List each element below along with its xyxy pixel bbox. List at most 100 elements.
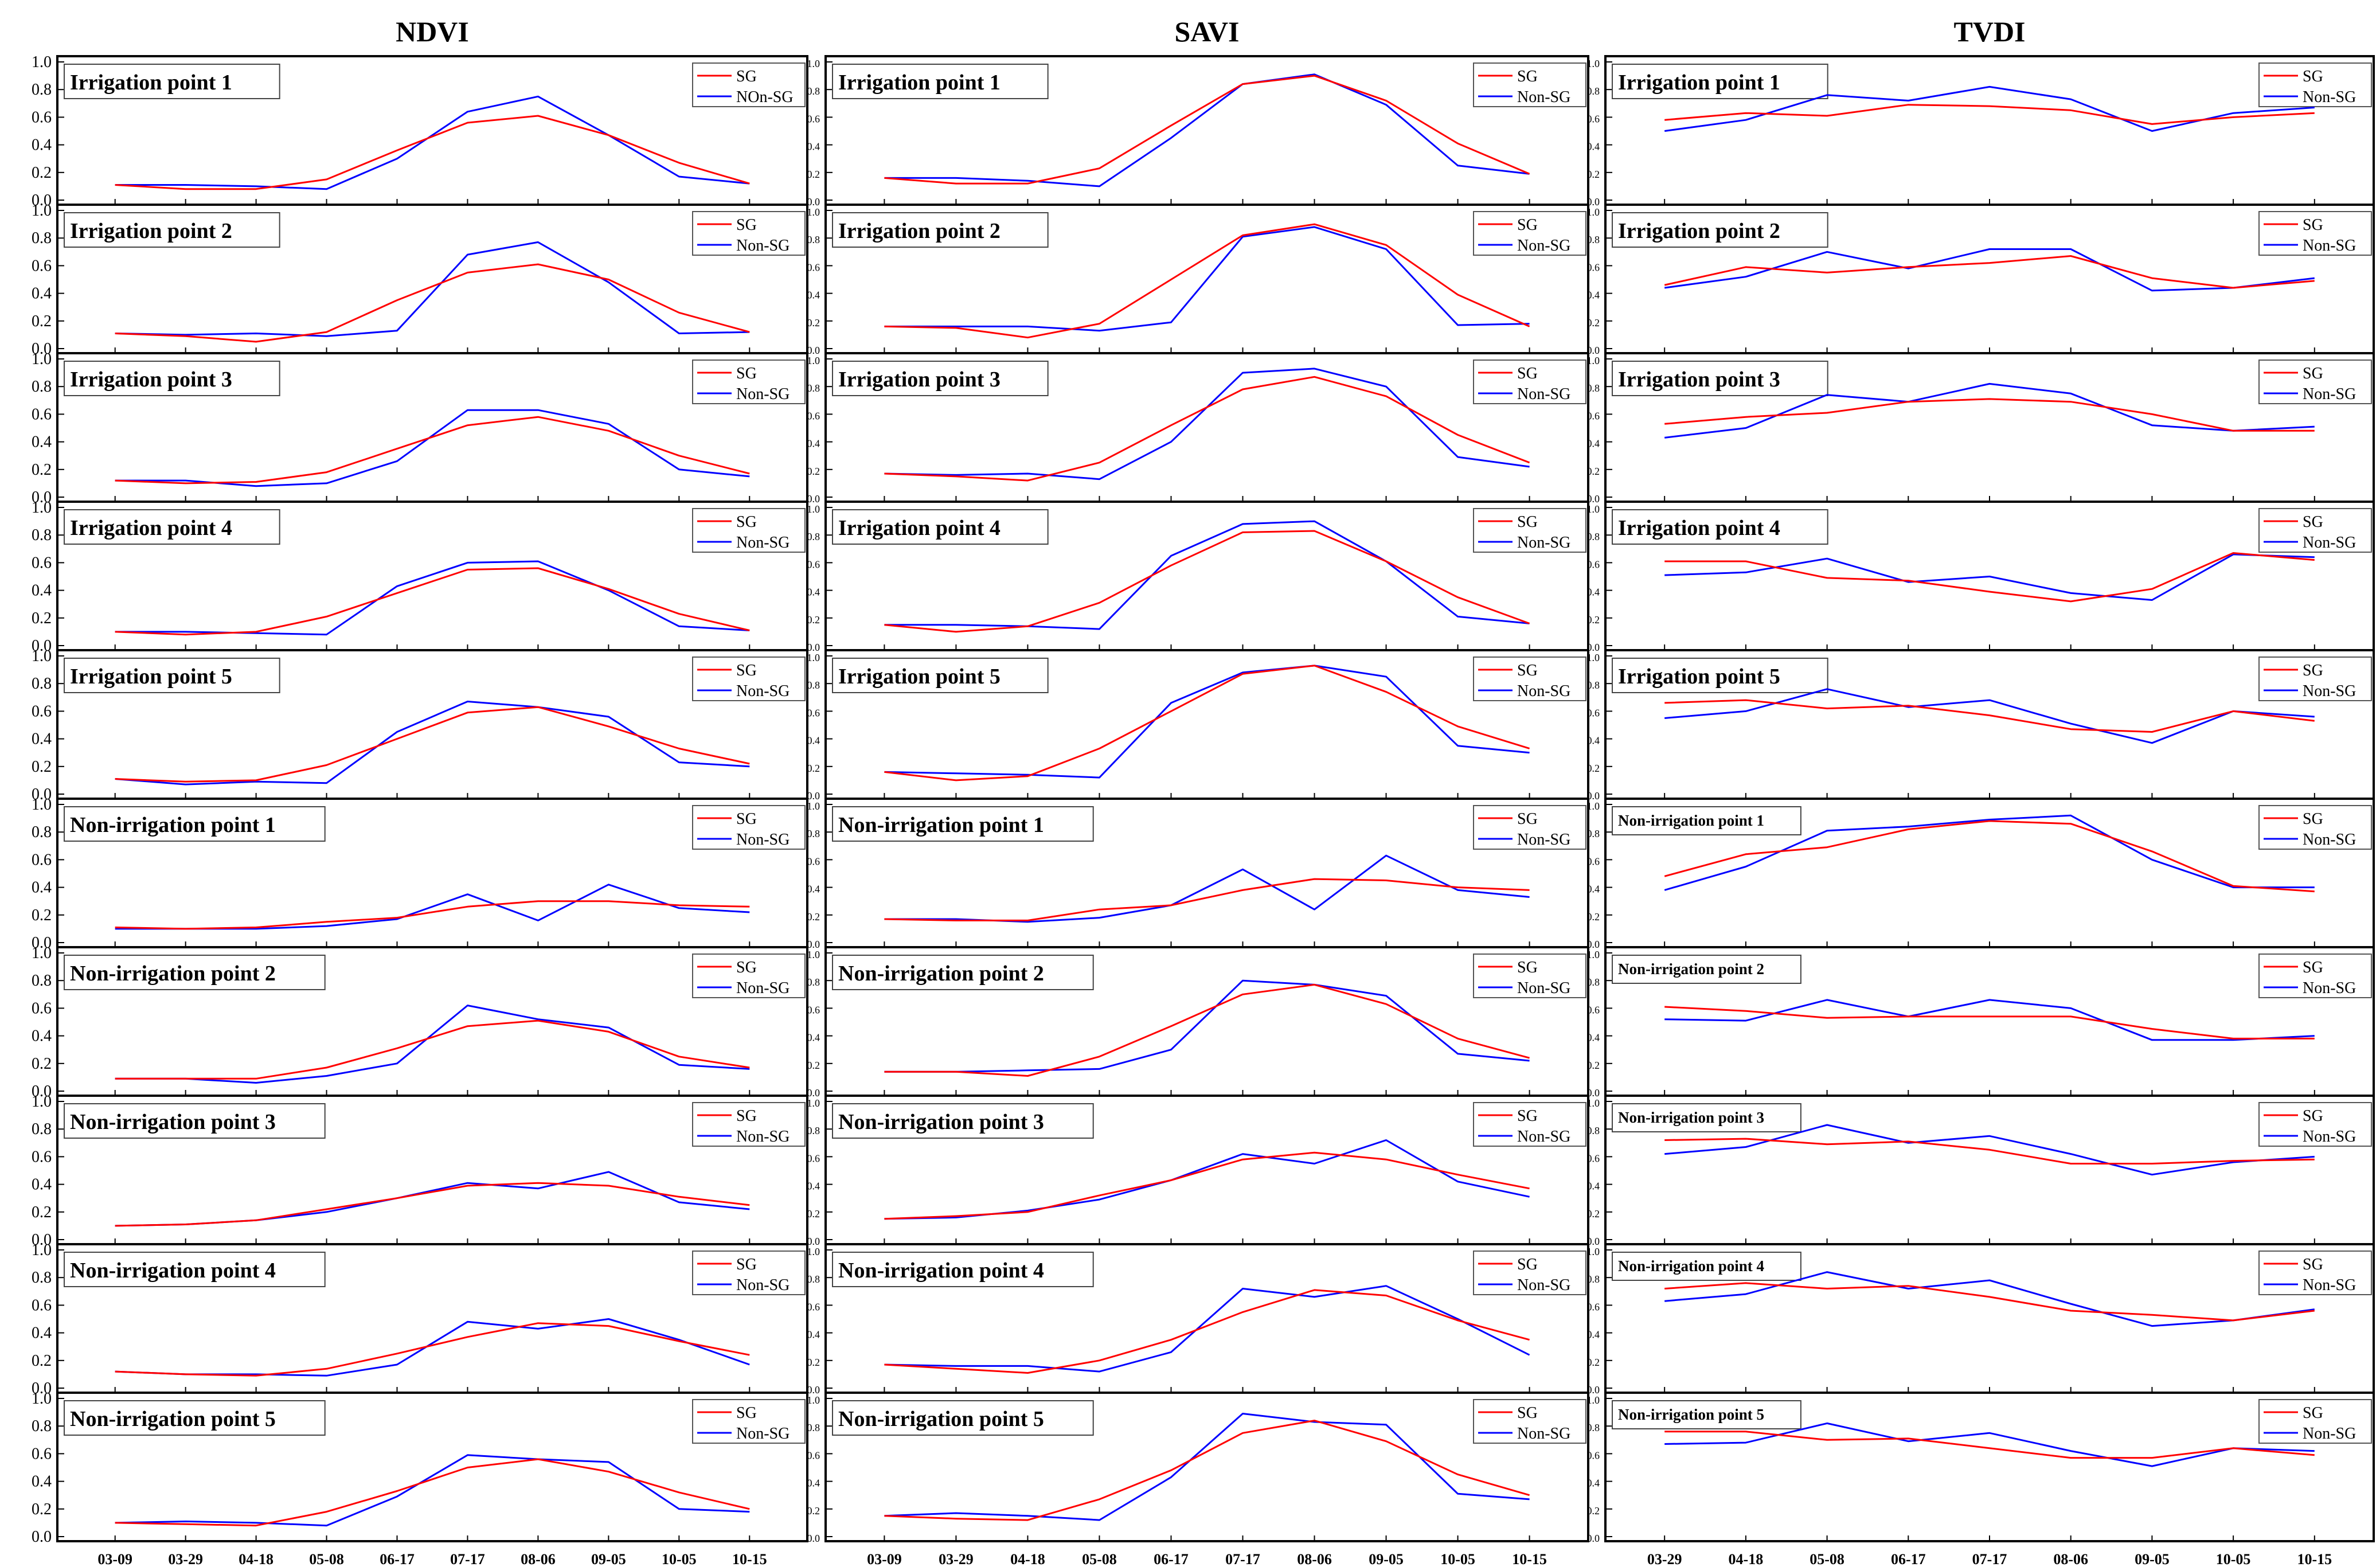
- panel-label-box: [832, 1252, 1094, 1287]
- y-tick-label: 1.0: [1587, 652, 1600, 663]
- y-tick-label: 0.4: [32, 1176, 52, 1194]
- series-line-sg: [884, 223, 1530, 339]
- panel-irrigation-point-3: 0.0 0.2 0.4 0.6 0.8 1.0 Irrigation point 3 SG No…: [807, 352, 1589, 505]
- panel-irrigation-point-5: 0.0 0.2 0.4 0.6 0.8 1.0 Irrigation point 5 SG No…: [807, 649, 1589, 802]
- y-tick-label: 1.0: [32, 1093, 52, 1111]
- legend-label: Non-SG: [1517, 979, 1570, 997]
- x-tick-label: 06-17: [380, 1551, 415, 1567]
- series-line-non-sg: [884, 226, 1530, 332]
- y-tick-label: 0.4: [807, 438, 820, 450]
- y-tick-label: 0.6: [807, 261, 820, 273]
- panel-label: Irrigation point 2: [838, 219, 1001, 243]
- legend-box: [2258, 657, 2372, 701]
- panel-label: Non-irrigation point 4: [70, 1259, 276, 1283]
- series-line-non-sg: [1664, 382, 2315, 439]
- y-tick-label: 0.4: [807, 1032, 820, 1044]
- panel-label: Irrigation point 2: [1618, 219, 1780, 243]
- panel-non-irrigation-point-3: 0.0 0.2 0.4 0.6 0.8 1.0 Non-irrigation point 3…: [1587, 1095, 2375, 1247]
- y-tick-label: 0.4: [1587, 1478, 1600, 1489]
- panel-label-box: [832, 509, 1049, 545]
- y-tick-label: 0.8: [1587, 828, 1600, 839]
- series-line-sg: [115, 1322, 750, 1377]
- y-tick-label: 1.0: [1587, 800, 1600, 812]
- series-line-sg: [115, 1182, 750, 1227]
- panel-label: Irrigation point 3: [838, 368, 1001, 392]
- legend-label: SG: [2303, 513, 2323, 531]
- legend-label: SG: [2303, 810, 2323, 828]
- y-tick-label: 0.2: [1587, 1357, 1600, 1368]
- y-tick-label: 0.6: [32, 1148, 52, 1166]
- x-tick-label: 03-09: [867, 1551, 902, 1567]
- y-tick-label: 0.8: [807, 1422, 820, 1433]
- legend-label: Non-SG: [1517, 237, 1570, 255]
- y-tick-label: 1.0: [32, 202, 52, 220]
- panel-label-box: [832, 806, 1094, 842]
- legend-box: [1473, 805, 1586, 850]
- y-tick-label: 0.0: [32, 192, 52, 209]
- y-tick-label: 0.0: [807, 493, 820, 505]
- panel-non-irrigation-point-1: 0.0 0.2 0.4 0.6 0.8 1.0 Non-irrigation point 1…: [1587, 798, 2375, 950]
- y-tick-label: 0.2: [32, 1055, 52, 1073]
- legend-box: [1473, 1399, 1586, 1444]
- legend-label: SG: [1517, 810, 1538, 828]
- series-line-non-sg: [1664, 688, 2315, 744]
- y-tick-label: 0.4: [32, 136, 52, 154]
- series-line-non-sg: [884, 854, 1530, 923]
- series-line-sg: [884, 530, 1530, 633]
- y-tick-label: 0.2: [807, 317, 820, 329]
- y-tick-label: 0.6: [32, 702, 52, 720]
- series-line-non-sg: [115, 241, 750, 337]
- y-tick-label: 1.0: [1587, 206, 1600, 218]
- y-tick-label: 0.4: [1587, 1329, 1600, 1341]
- series-line-sg: [1664, 820, 2315, 893]
- series-line-sg: [1664, 104, 2315, 125]
- legend-box: [2258, 954, 2372, 998]
- y-tick-label: 1.0: [32, 1390, 52, 1408]
- y-tick-label: 0.8: [807, 1273, 820, 1285]
- y-tick-label: 0.0: [1587, 790, 1600, 802]
- x-tick-label: 08-06: [1297, 1551, 1332, 1567]
- series-line-non-sg: [115, 701, 750, 786]
- legend-label: Non-SG: [2303, 88, 2356, 106]
- y-tick-label: 0.2: [807, 911, 820, 923]
- y-tick-label: 0.8: [32, 229, 52, 247]
- panel-irrigation-point-1: 0.0 0.2 0.4 0.6 0.8 1.0 Irrigation point 1 SG NO…: [32, 53, 808, 209]
- y-tick-label: 0.6: [1587, 410, 1600, 421]
- column-title: SAVI: [1174, 15, 1239, 48]
- y-tick-label: 1.0: [1587, 1246, 1600, 1257]
- legend-box: [1473, 508, 1586, 553]
- panel-irrigation-point-5: 0.0 0.2 0.4 0.6 0.8 1.0 Irrigation point 5 SG No…: [32, 647, 808, 803]
- legend-label: SG: [1517, 959, 1538, 976]
- series-line-sg: [1664, 1138, 2315, 1164]
- y-tick-label: 0.8: [32, 1417, 52, 1435]
- panel-label: Non-irrigation point 3: [70, 1110, 276, 1134]
- y-tick-label: 0.8: [807, 85, 820, 97]
- y-tick-label: 0.4: [807, 587, 820, 598]
- y-tick-label: 0.6: [807, 558, 820, 570]
- y-tick-label: 0.8: [807, 382, 820, 394]
- legend-label: SG: [736, 810, 757, 828]
- legend-label: SG: [736, 216, 757, 234]
- series-line-non-sg: [1664, 999, 2315, 1041]
- series-line-non-sg: [1664, 553, 2315, 601]
- panel-label-box: [64, 1103, 326, 1139]
- panel-irrigation-point-2: 0.0 0.2 0.4 0.6 0.8 1.0 Irrigation point 2 SG No…: [32, 202, 808, 358]
- y-tick-label: 0.8: [32, 81, 52, 99]
- legend-box: [1473, 1102, 1586, 1147]
- y-tick-label: 0.8: [1587, 1125, 1600, 1136]
- y-tick-label: 0.0: [1587, 1384, 1600, 1396]
- legend-label: Non-SG: [736, 831, 790, 849]
- panel-label-box: [832, 955, 1094, 990]
- y-tick-label: 0.2: [32, 1203, 52, 1221]
- y-tick-label: 0.4: [807, 1181, 820, 1192]
- legend-label: SG: [2303, 1107, 2323, 1125]
- y-tick-label: 0.2: [1587, 169, 1600, 180]
- panel-label-box: [64, 361, 280, 396]
- y-tick-label: 0.2: [1587, 614, 1600, 626]
- y-tick-label: 0.4: [807, 884, 820, 895]
- y-tick-label: 0.2: [32, 1352, 52, 1370]
- x-tick-label: 04-18: [1010, 1551, 1045, 1567]
- y-tick-label: 0.2: [32, 609, 52, 627]
- panel-label-box: [832, 361, 1049, 396]
- legend-label: SG: [2303, 1404, 2323, 1422]
